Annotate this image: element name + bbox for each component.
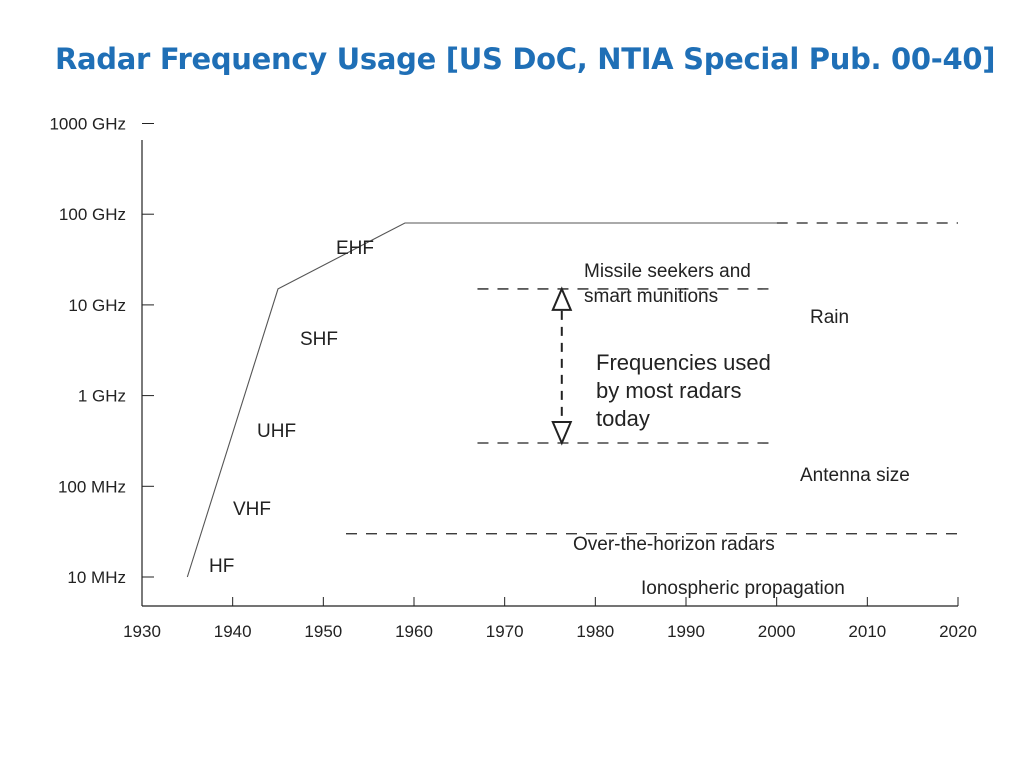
series-line-0 xyxy=(186,222,777,578)
arrow-up-head xyxy=(551,286,573,311)
y-ticks: 10 MHz 100 MHz 1 GHz 10 GHz 100 GHz 1000 GHz xyxy=(49,115,154,587)
band-label-vhf: VHF xyxy=(233,499,271,520)
x-tick-label-1940: 1940 xyxy=(214,622,252,641)
x-tick-label-1960: 1960 xyxy=(395,622,433,641)
arrow-down-head xyxy=(551,421,573,446)
series-lines xyxy=(186,222,777,578)
missile-seekers-label: smart munitions xyxy=(584,286,718,307)
x-tick-label-2020: 2020 xyxy=(939,622,977,641)
chart-axes xyxy=(141,140,958,607)
x-tick-label-1990: 1990 xyxy=(667,622,705,641)
x-ticks: 1930 1940 1950 1960 1970 1980 1990 2000 2010 2020 xyxy=(123,597,977,641)
antenna-size-label: Antenna size xyxy=(800,465,910,486)
y-tick-label: 1000 GHz xyxy=(49,115,126,134)
y-tick-label: 100 MHz xyxy=(58,477,126,496)
x-tick-label-1980: 1980 xyxy=(576,622,614,641)
x-tick-label-2010: 2010 xyxy=(848,622,886,641)
band-label-ehf: EHF xyxy=(336,238,374,259)
frequencies-used-label: by most radars xyxy=(596,378,742,403)
y-tick-label: 10 GHz xyxy=(68,296,126,315)
dashed-boundaries xyxy=(346,222,958,535)
band-label-hf: HF xyxy=(209,556,234,577)
y-tick-label: 1 GHz xyxy=(78,387,126,406)
x-tick-label-1930: 1930 xyxy=(123,622,161,641)
x-tick-label-2000: 2000 xyxy=(758,622,796,641)
frequencies-used-label: today xyxy=(596,406,650,431)
chart-annotations: EHF SHF UHF VHF HF Missile seekers and smart m… xyxy=(209,238,910,599)
page-title: Radar Frequency Usage [US DoC, NTIA Spec… xyxy=(55,42,996,76)
over-the-horizon-label: Over-the-horizon radars xyxy=(573,534,775,555)
ionospheric-propagation-label: Ionospheric propagation xyxy=(641,578,845,599)
y-tick-label: 100 GHz xyxy=(59,205,126,224)
rain-label: Rain xyxy=(810,307,849,328)
band-label-uhf: UHF xyxy=(257,421,296,442)
frequencies-used-label: Frequencies used xyxy=(596,350,771,375)
x-tick-label-1970: 1970 xyxy=(486,622,524,641)
missile-seekers-label: Missile seekers and xyxy=(584,261,751,282)
x-tick-label-1950: 1950 xyxy=(304,622,342,641)
y-tick-label: 10 MHz xyxy=(67,568,126,587)
band-label-shf: SHF xyxy=(300,329,338,350)
